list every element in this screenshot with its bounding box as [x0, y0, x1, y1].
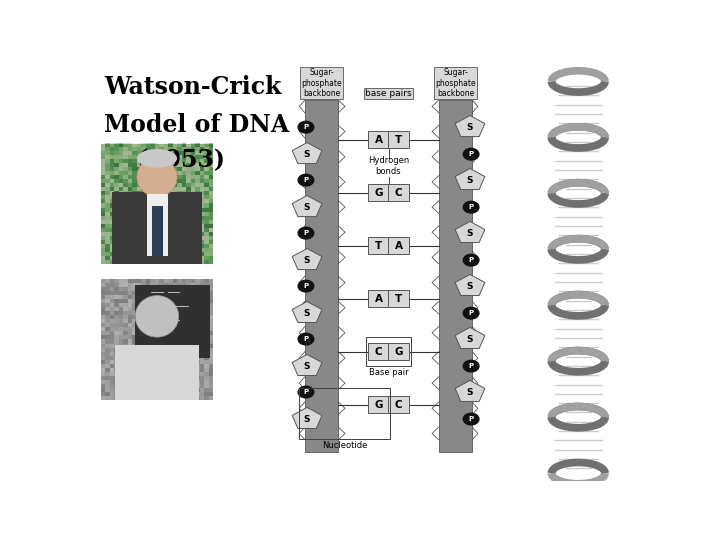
- Text: G: G: [395, 347, 402, 356]
- Text: T: T: [395, 294, 402, 303]
- Text: C: C: [374, 347, 382, 356]
- Text: G: G: [374, 187, 383, 198]
- FancyBboxPatch shape: [388, 131, 409, 149]
- Circle shape: [298, 280, 314, 292]
- FancyBboxPatch shape: [101, 279, 213, 400]
- Polygon shape: [455, 380, 485, 401]
- Circle shape: [298, 122, 314, 133]
- Text: P: P: [303, 177, 308, 183]
- Circle shape: [463, 413, 479, 425]
- Text: S: S: [304, 202, 310, 212]
- Text: A: A: [395, 241, 402, 251]
- Text: Watson-Crick: Watson-Crick: [104, 75, 282, 99]
- Text: S: S: [304, 415, 310, 423]
- Text: T: T: [395, 134, 402, 145]
- FancyBboxPatch shape: [388, 343, 409, 360]
- Text: P: P: [469, 363, 474, 369]
- Circle shape: [463, 254, 479, 266]
- Text: S: S: [467, 176, 473, 185]
- FancyBboxPatch shape: [368, 396, 389, 413]
- Text: P: P: [303, 230, 308, 236]
- Text: P: P: [303, 124, 308, 130]
- Polygon shape: [292, 407, 322, 428]
- Polygon shape: [292, 143, 322, 164]
- Text: T: T: [375, 241, 382, 251]
- Text: S: S: [467, 281, 473, 291]
- FancyBboxPatch shape: [135, 285, 210, 358]
- Text: S: S: [467, 123, 473, 132]
- FancyBboxPatch shape: [147, 194, 168, 256]
- Text: P: P: [469, 310, 474, 316]
- Text: S: S: [304, 255, 310, 265]
- Text: A: A: [374, 294, 382, 303]
- FancyBboxPatch shape: [368, 290, 389, 307]
- FancyBboxPatch shape: [388, 184, 409, 201]
- Circle shape: [298, 386, 314, 398]
- Polygon shape: [455, 116, 485, 137]
- Ellipse shape: [137, 149, 177, 168]
- Text: Nucleotide: Nucleotide: [322, 441, 367, 450]
- Text: S: S: [467, 335, 473, 343]
- Text: P: P: [469, 204, 474, 210]
- Text: C: C: [395, 187, 402, 198]
- Circle shape: [463, 307, 479, 319]
- FancyBboxPatch shape: [438, 100, 472, 453]
- Polygon shape: [455, 274, 485, 295]
- Circle shape: [298, 174, 314, 186]
- Text: S: S: [304, 150, 310, 159]
- FancyBboxPatch shape: [368, 343, 389, 360]
- FancyBboxPatch shape: [101, 144, 213, 265]
- FancyBboxPatch shape: [305, 100, 338, 453]
- Polygon shape: [292, 195, 322, 217]
- Polygon shape: [292, 354, 322, 375]
- Text: G: G: [374, 400, 383, 409]
- Text: P: P: [303, 336, 308, 342]
- Text: Sugar-
phosphate
backbone: Sugar- phosphate backbone: [301, 68, 342, 98]
- Circle shape: [463, 148, 479, 160]
- Polygon shape: [455, 327, 485, 348]
- Text: (1953): (1953): [104, 148, 225, 172]
- FancyBboxPatch shape: [388, 237, 409, 254]
- Ellipse shape: [135, 295, 179, 337]
- Text: S: S: [467, 388, 473, 396]
- FancyBboxPatch shape: [368, 131, 389, 149]
- Text: Sugar-
phosphate
backbone: Sugar- phosphate backbone: [435, 68, 476, 98]
- Polygon shape: [292, 248, 322, 269]
- Text: A: A: [374, 134, 382, 145]
- Polygon shape: [292, 301, 322, 322]
- Text: P: P: [469, 416, 474, 422]
- Polygon shape: [455, 168, 485, 190]
- Text: S: S: [467, 228, 473, 238]
- FancyBboxPatch shape: [388, 290, 409, 307]
- Circle shape: [463, 201, 479, 213]
- Text: Hydrogen
bonds: Hydrogen bonds: [368, 157, 409, 176]
- Text: P: P: [469, 151, 474, 157]
- Text: S: S: [304, 309, 310, 318]
- Text: Base pair: Base pair: [369, 368, 408, 377]
- Text: P: P: [303, 283, 308, 289]
- Circle shape: [463, 360, 479, 372]
- Text: P: P: [469, 257, 474, 263]
- Polygon shape: [455, 221, 485, 242]
- Ellipse shape: [137, 157, 177, 197]
- Text: C: C: [395, 400, 402, 409]
- FancyBboxPatch shape: [388, 396, 409, 413]
- Text: S: S: [304, 362, 310, 370]
- FancyBboxPatch shape: [368, 184, 389, 201]
- FancyBboxPatch shape: [368, 237, 389, 254]
- Circle shape: [298, 227, 314, 239]
- Text: P: P: [303, 389, 308, 395]
- Text: base pairs: base pairs: [365, 89, 412, 98]
- Text: Model of DNA: Model of DNA: [104, 113, 289, 137]
- FancyBboxPatch shape: [153, 206, 163, 256]
- FancyBboxPatch shape: [112, 192, 202, 265]
- Circle shape: [298, 333, 314, 345]
- FancyBboxPatch shape: [115, 346, 199, 400]
